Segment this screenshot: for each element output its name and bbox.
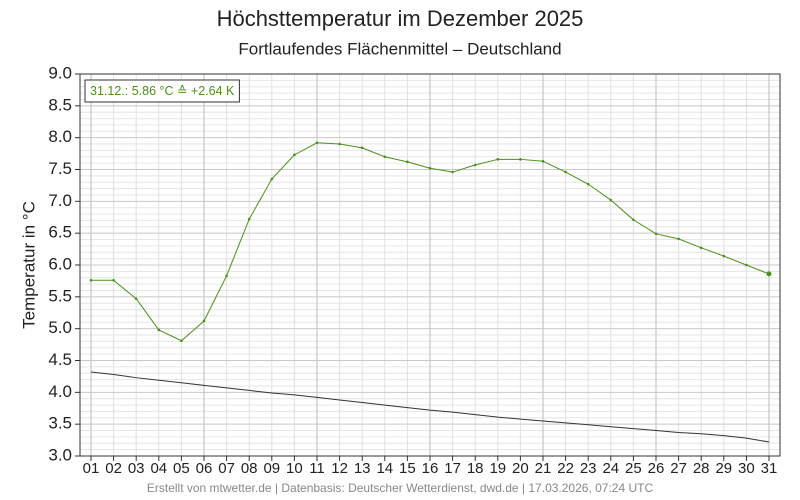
data-point xyxy=(157,328,161,332)
data-point xyxy=(541,159,545,163)
data-point xyxy=(383,155,387,159)
annotation-text: 31.12.: 5.86 °C ≙ +2.64 K xyxy=(90,84,235,98)
y-tick-label: 4.5 xyxy=(48,350,72,369)
x-tick-label: 14 xyxy=(376,460,393,477)
y-tick-label: 8.0 xyxy=(48,127,72,146)
data-point xyxy=(722,254,726,258)
data-point xyxy=(134,297,138,301)
data-point xyxy=(609,198,613,202)
data-point xyxy=(270,177,274,181)
x-tick-label: 17 xyxy=(444,460,461,477)
data-point xyxy=(360,146,364,150)
y-axis-label: Temperatur in °C xyxy=(19,201,38,329)
x-tick-label: 21 xyxy=(535,460,552,477)
x-tick-label: 11 xyxy=(309,460,325,477)
data-point xyxy=(406,160,409,164)
y-tick-label: 5.0 xyxy=(48,318,72,337)
data-point xyxy=(745,263,748,267)
data-point xyxy=(632,218,635,222)
x-tick-label: 12 xyxy=(331,460,348,477)
y-tick-label: 7.0 xyxy=(48,191,72,210)
x-tick-label: 25 xyxy=(625,460,642,477)
x-tick-label: 02 xyxy=(105,460,122,477)
data-point xyxy=(428,166,432,170)
y-tick-label: 3.0 xyxy=(48,445,72,464)
chart-title: Höchsttemperatur im Dezember 2025 xyxy=(217,6,584,31)
x-tick-label: 27 xyxy=(670,460,687,477)
footer: Erstellt von mtwetter.de | Datenbasis: D… xyxy=(147,481,654,495)
x-tick-label: 09 xyxy=(263,460,280,477)
x-tick-label: 18 xyxy=(467,460,484,477)
x-tick-label: 01 xyxy=(83,460,100,477)
x-tick-label: 07 xyxy=(218,460,235,477)
x-tick-label: 23 xyxy=(580,460,597,477)
data-point xyxy=(677,237,680,241)
data-point xyxy=(496,158,500,161)
data-point xyxy=(586,182,590,186)
data-point xyxy=(293,153,296,157)
x-tick-label: 05 xyxy=(173,460,190,477)
x-tick-label: 08 xyxy=(241,460,258,477)
x-tick-label: 03 xyxy=(128,460,145,477)
y-tick-label: 8.5 xyxy=(48,95,72,114)
data-point xyxy=(225,274,228,278)
data-point xyxy=(564,170,567,174)
x-tick-label: 30 xyxy=(738,460,755,477)
x-tick-label: 29 xyxy=(715,460,732,477)
data-point xyxy=(180,339,183,343)
data-point xyxy=(315,141,319,145)
annotation-box xyxy=(84,79,240,103)
x-tick-label: 06 xyxy=(196,460,213,477)
y-tick-label: 9.0 xyxy=(48,63,72,82)
x-tick-label: 22 xyxy=(557,460,574,477)
y-tick-label: 4.0 xyxy=(48,382,72,401)
chart-subtitle: Fortlaufendes Flächenmittel – Deutschlan… xyxy=(238,39,561,58)
y-tick-label: 7.5 xyxy=(48,159,72,178)
x-tick-label: 10 xyxy=(286,460,303,477)
data-point xyxy=(451,170,454,174)
x-tick-label: 16 xyxy=(422,460,439,477)
x-tick-label: 20 xyxy=(512,460,529,477)
x-tick-label: 31 xyxy=(761,460,778,477)
y-tick-label: 6.5 xyxy=(48,223,72,242)
x-tick-label: 13 xyxy=(354,460,371,477)
x-tick-label: 15 xyxy=(399,460,416,477)
data-point xyxy=(338,142,341,146)
series-line xyxy=(90,371,770,443)
data-point xyxy=(699,246,703,250)
y-tick-label: 5.5 xyxy=(48,286,72,305)
x-tick-label: 19 xyxy=(489,460,506,477)
annotation: 31.12.: 5.86 °C ≙ +2.64 K xyxy=(84,79,240,103)
data-point xyxy=(766,271,772,277)
data-point xyxy=(202,319,206,323)
x-tick-label: 26 xyxy=(648,460,665,477)
x-tick-label: 04 xyxy=(150,460,167,477)
x-tick-label: 28 xyxy=(693,460,710,477)
data-point xyxy=(473,163,477,167)
y-tick-label: 6.0 xyxy=(48,254,72,273)
data-point xyxy=(89,278,93,282)
data-point xyxy=(654,232,658,236)
data-point xyxy=(247,217,251,221)
data-point xyxy=(112,278,115,282)
y-tick-label: 3.5 xyxy=(48,414,72,433)
data-point xyxy=(519,158,522,161)
x-tick-label: 24 xyxy=(602,460,619,477)
